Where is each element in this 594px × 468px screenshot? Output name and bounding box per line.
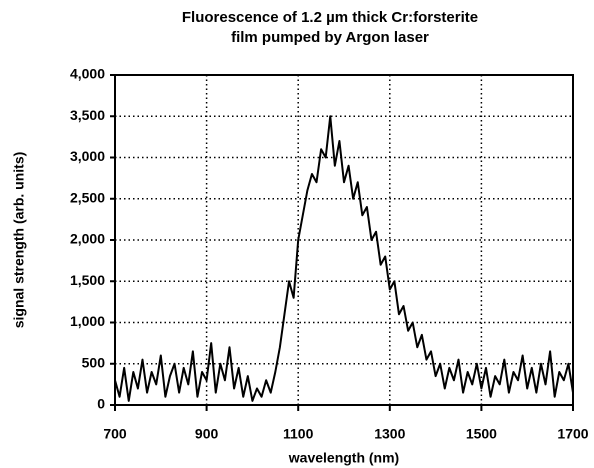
plot-frame [114,74,574,406]
y-tick-label: 500 [82,354,106,370]
chart-title: Fluorescence of 1.2 µm thick Cr:forsteri… [182,9,478,26]
x-tick-label: 1700 [557,426,588,442]
y-tick-label: 3,000 [70,148,105,164]
y-tick-label: 1,500 [70,272,105,288]
x-tick-label: 1500 [466,426,497,442]
chart-title: film pumped by Argon laser [231,29,429,46]
x-tick-label: 700 [103,426,127,442]
x-tick-label: 1100 [283,426,314,442]
y-tick-label: 4,000 [70,66,105,82]
y-axis-label: signal strength (arb. units) [11,152,27,329]
x-tick-label: 900 [195,426,219,442]
y-tick-label: 2,500 [70,189,105,205]
y-tick-label: 2,000 [70,231,105,247]
y-tick-label: 3,500 [70,107,105,123]
x-axis-label: wavelength (nm) [288,450,399,466]
data-line [114,115,574,402]
y-tick-label: 0 [97,396,105,412]
y-tick-label: 1,000 [70,313,105,329]
x-tick-label: 1300 [374,426,405,442]
